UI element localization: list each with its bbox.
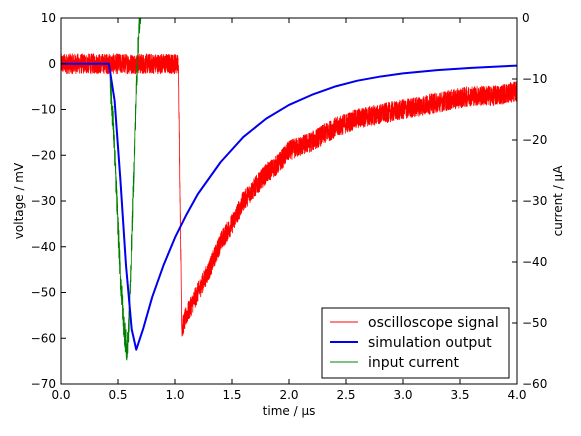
x-tick-label: 1.0 [165, 388, 184, 402]
left-y-tick-label: −30 [31, 194, 56, 208]
x-tick-label: 1.5 [222, 388, 241, 402]
right-y-tick-label: 0 [522, 11, 530, 25]
left-y-tick-label: −50 [31, 286, 56, 300]
left-y-tick-label: −20 [31, 148, 56, 162]
left-y-tick-label: −40 [31, 240, 56, 254]
left-y-tick-label: 0 [48, 57, 56, 71]
left-y-tick-label: 10 [41, 11, 56, 25]
left-y-tick-label: −10 [31, 103, 56, 117]
legend-label-oscilloscope: oscilloscope signal [368, 315, 499, 331]
x-tick-label: 3.5 [450, 388, 469, 402]
series-line-input-current [109, 18, 142, 361]
right-y-tick-label: −40 [522, 255, 547, 269]
series-line-simulation-output [61, 62, 517, 351]
legend-label-simulation: simulation output [368, 335, 492, 351]
left-y-axis-label: voltage / mV [12, 162, 26, 239]
x-tick-label: 3.0 [393, 388, 412, 402]
right-y-tick-label: −50 [522, 316, 547, 330]
right-y-tick-label: −10 [522, 72, 547, 86]
right-y-tick-label: −30 [522, 194, 547, 208]
x-tick-label: 0.0 [51, 388, 70, 402]
legend: oscilloscope signal simulation output in… [321, 307, 510, 379]
right-y-tick-label: −20 [522, 133, 547, 147]
x-tick-label: 2.5 [336, 388, 355, 402]
left-y-tick-label: −70 [31, 377, 56, 391]
legend-label-input-current: input current [368, 355, 459, 371]
ticks-layer: 0.0 0.5 1.0 1.5 2.0 2.5 3.0 3.5 4.0 10 0 −10 −20 −30 −… [31, 11, 548, 402]
left-y-tick-label: −60 [31, 331, 56, 345]
x-axis-label: time / μs [263, 404, 316, 418]
right-y-tick-label: −60 [522, 377, 547, 391]
series-line-oscilloscope-signal [61, 53, 517, 337]
x-tick-label: 2.0 [279, 388, 298, 402]
x-tick-label: 4.0 [507, 388, 526, 402]
x-tick-label: 0.5 [108, 388, 127, 402]
right-y-axis-label: current / μA [551, 165, 565, 237]
series-layer [61, 18, 517, 361]
